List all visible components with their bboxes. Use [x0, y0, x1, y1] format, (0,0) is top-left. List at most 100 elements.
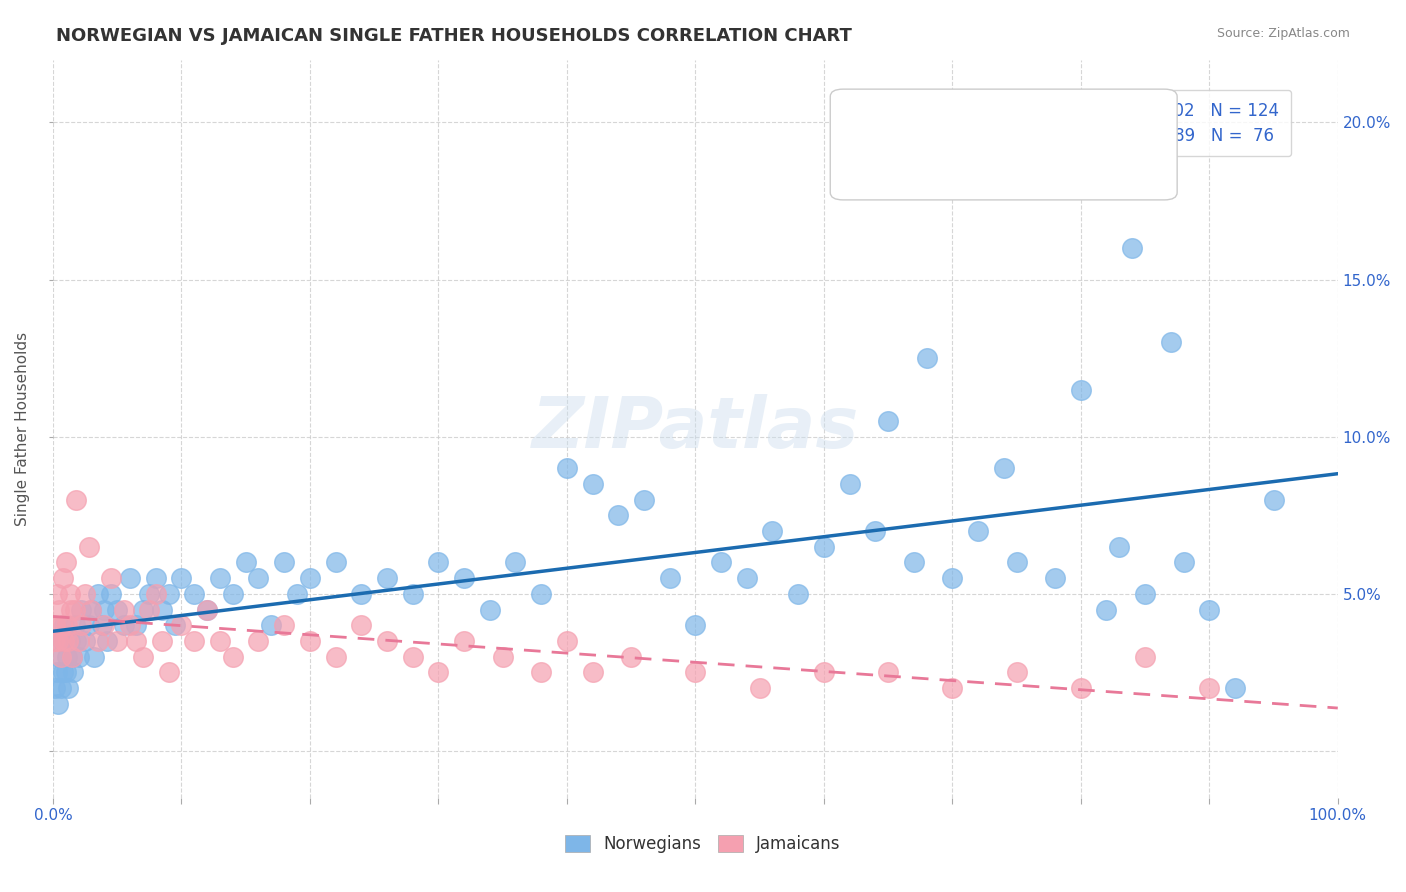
Point — [735, 571, 758, 585]
Point — [77, 540, 100, 554]
Point — [877, 414, 900, 428]
Point — [1121, 241, 1143, 255]
Point — [235, 555, 257, 569]
Point — [90, 618, 112, 632]
Point — [1005, 665, 1028, 680]
Point — [63, 602, 86, 616]
Point — [96, 634, 118, 648]
Point — [748, 681, 770, 695]
Point — [59, 587, 82, 601]
Point — [903, 555, 925, 569]
Point — [67, 634, 90, 648]
Point — [813, 540, 835, 554]
Point — [125, 634, 148, 648]
Point — [58, 634, 80, 648]
Point — [60, 649, 83, 664]
Point — [112, 602, 135, 616]
Point — [427, 555, 450, 569]
Point — [298, 634, 321, 648]
Point — [65, 492, 87, 507]
Point — [195, 602, 218, 616]
Point — [402, 587, 425, 601]
Point — [112, 618, 135, 632]
Point — [51, 618, 73, 632]
Point — [100, 587, 122, 601]
Point — [195, 602, 218, 616]
Point — [941, 681, 963, 695]
Point — [118, 618, 141, 632]
Point — [1133, 587, 1156, 601]
Point — [273, 555, 295, 569]
Point — [375, 634, 398, 648]
Point — [402, 649, 425, 664]
Point — [52, 665, 75, 680]
Point — [80, 602, 103, 616]
Point — [60, 649, 83, 664]
Text: NORWEGIAN VS JAMAICAN SINGLE FATHER HOUSEHOLDS CORRELATION CHART: NORWEGIAN VS JAMAICAN SINGLE FATHER HOUS… — [56, 27, 852, 45]
Point — [73, 634, 96, 648]
Point — [77, 618, 100, 632]
Point — [222, 587, 245, 601]
Point — [49, 649, 72, 664]
Text: ZIPatlas: ZIPatlas — [531, 394, 859, 463]
Point — [633, 492, 655, 507]
Point — [685, 665, 707, 680]
Point — [49, 681, 72, 695]
Point — [941, 571, 963, 585]
Point — [44, 618, 66, 632]
Point — [505, 555, 527, 569]
Point — [46, 634, 69, 648]
Point — [222, 649, 245, 664]
Legend: R =  0.402   N = 124, R = -0.089   N =  76: R = 0.402 N = 124, R = -0.089 N = 76 — [1056, 90, 1291, 156]
Point — [1160, 335, 1182, 350]
Point — [48, 602, 70, 616]
Point — [62, 665, 84, 680]
Point — [1043, 571, 1066, 585]
Point — [1263, 492, 1285, 507]
Point — [118, 571, 141, 585]
Point — [59, 602, 82, 616]
Point — [80, 602, 103, 616]
Point — [44, 681, 66, 695]
Point — [787, 587, 810, 601]
Point — [620, 649, 643, 664]
Point — [1005, 555, 1028, 569]
Point — [55, 665, 77, 680]
Point — [48, 649, 70, 664]
Point — [138, 602, 160, 616]
Point — [247, 634, 270, 648]
Point — [710, 555, 733, 569]
Point — [58, 681, 80, 695]
Point — [555, 461, 578, 475]
Point — [105, 634, 128, 648]
Point — [125, 618, 148, 632]
Point — [73, 587, 96, 601]
Point — [453, 634, 475, 648]
Point — [813, 665, 835, 680]
Point — [132, 602, 155, 616]
Point — [325, 649, 347, 664]
Point — [46, 697, 69, 711]
Point — [1198, 681, 1220, 695]
Point — [45, 665, 67, 680]
Point — [163, 618, 186, 632]
Point — [993, 461, 1015, 475]
Point — [581, 665, 603, 680]
Point — [183, 587, 205, 601]
Point — [260, 618, 283, 632]
Point — [87, 587, 110, 601]
Text: Source: ZipAtlas.com: Source: ZipAtlas.com — [1216, 27, 1350, 40]
Point — [298, 571, 321, 585]
Point — [93, 618, 115, 632]
Point — [132, 649, 155, 664]
Point — [55, 555, 77, 569]
Point — [1070, 383, 1092, 397]
Point — [105, 602, 128, 616]
Point — [607, 508, 630, 523]
Point — [247, 571, 270, 585]
Point — [83, 649, 105, 664]
Point — [1198, 602, 1220, 616]
Point — [478, 602, 501, 616]
Point — [1223, 681, 1246, 695]
Point — [1133, 649, 1156, 664]
